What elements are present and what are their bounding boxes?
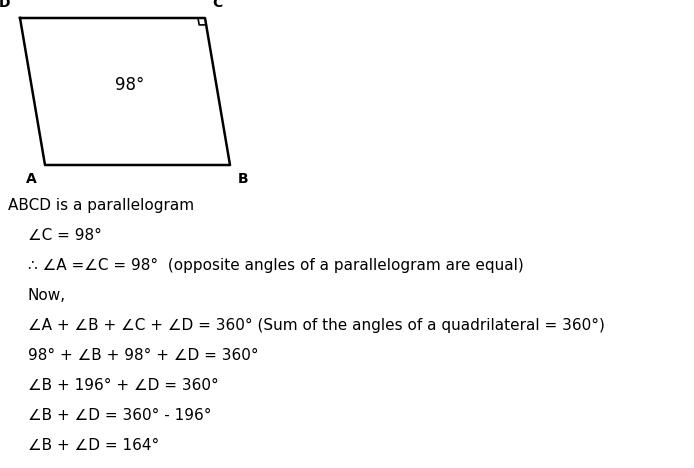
Text: ∠A + ∠B + ∠C + ∠D = 360° (Sum of the angles of a quadrilateral = 360°): ∠A + ∠B + ∠C + ∠D = 360° (Sum of the ang… [28,318,605,333]
Text: ∠B + ∠D = 164°: ∠B + ∠D = 164° [28,438,159,453]
Text: A: A [26,172,37,186]
Text: Now,: Now, [28,288,66,303]
Text: ∠B + ∠D = 360° - 196°: ∠B + ∠D = 360° - 196° [28,408,212,423]
Text: ∠C = 98°: ∠C = 98° [28,228,102,243]
Text: D: D [0,0,10,10]
Text: C: C [212,0,222,10]
Text: B: B [238,172,248,186]
Text: 98°: 98° [115,76,144,94]
Text: 98° + ∠B + 98° + ∠D = 360°: 98° + ∠B + 98° + ∠D = 360° [28,348,259,363]
Text: ABCD is a parallelogram: ABCD is a parallelogram [8,198,194,213]
Text: ∴ ∠A =∠C = 98°  (opposite angles of a parallelogram are equal): ∴ ∠A =∠C = 98° (opposite angles of a par… [28,258,524,273]
Text: ∠B + 196° + ∠D = 360°: ∠B + 196° + ∠D = 360° [28,378,219,393]
